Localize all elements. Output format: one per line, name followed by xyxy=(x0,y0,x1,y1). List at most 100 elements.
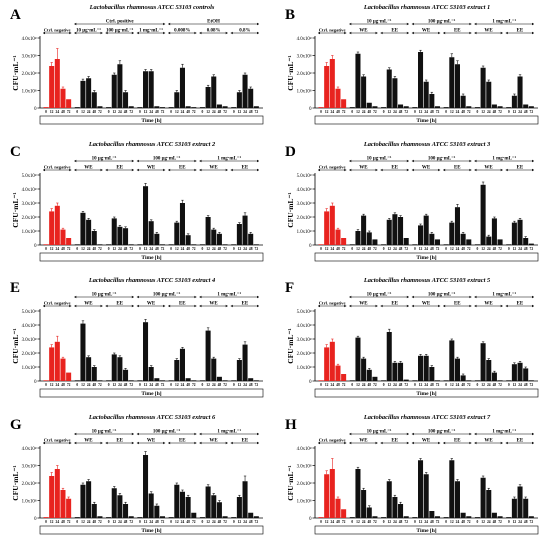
bracket-arrow-right xyxy=(469,31,472,35)
bracket-arrow-right xyxy=(257,22,259,26)
group-label: EE xyxy=(517,301,524,306)
bar xyxy=(418,355,424,381)
bar xyxy=(54,469,60,518)
time-tick-label: 48 xyxy=(367,520,371,524)
bar xyxy=(205,330,211,381)
time-tick-label: 0 xyxy=(76,110,78,114)
time-tick-label: 48 xyxy=(399,247,403,251)
time-tick-label: 0 xyxy=(139,110,141,114)
time-tick-label: 12 xyxy=(419,520,423,524)
time-tick-label: 48 xyxy=(124,110,128,114)
time-tick-label: 48 xyxy=(124,520,128,524)
group-label: WE xyxy=(484,28,493,33)
bracket-arrow-left xyxy=(474,295,477,299)
bar xyxy=(43,517,49,518)
time-tick-label: 0 xyxy=(320,383,322,387)
bar xyxy=(429,233,435,245)
time-tick-label: 72 xyxy=(192,520,196,524)
bracket-arrow-left xyxy=(43,168,45,172)
group-label: WE xyxy=(84,301,93,306)
group-label: EE xyxy=(242,165,249,170)
bar xyxy=(366,102,372,108)
time-tick-label: 48 xyxy=(249,383,253,387)
time-tick-label: 48 xyxy=(524,110,528,114)
bar xyxy=(434,516,441,518)
bar xyxy=(443,380,449,381)
bar xyxy=(80,484,86,518)
time-tick-label: 0 xyxy=(139,520,141,524)
time-tick-label: 12 xyxy=(175,383,179,387)
time-tick-label: 72 xyxy=(98,110,102,114)
bracket-arrow-right xyxy=(163,168,166,172)
bracket-arrow-left xyxy=(168,304,171,308)
bracket-arrow-right xyxy=(131,31,134,35)
bracket-arrow-left xyxy=(411,22,414,26)
bar xyxy=(43,380,49,381)
bar xyxy=(372,516,378,518)
bar xyxy=(148,221,154,245)
time-tick-label: 48 xyxy=(249,110,253,114)
bar xyxy=(248,378,254,381)
bar xyxy=(361,76,367,108)
bar xyxy=(381,107,387,108)
bracket-arrow-right xyxy=(438,304,441,308)
y-tick-label: 3.0x10⁸ xyxy=(297,337,312,343)
panel-title: Lactobacillus rhamnosus ATCC 53103 contr… xyxy=(89,4,215,11)
time-tick-label: 72 xyxy=(98,247,102,251)
bracket-arrow-left xyxy=(411,295,414,299)
panel-title: Lactobacillus rhamnosus ATCC 53103 extra… xyxy=(363,141,491,148)
bar xyxy=(60,88,66,108)
bracket-arrow-right xyxy=(257,31,259,35)
time-tick-label: 48 xyxy=(92,110,96,114)
bracket-arrow-right xyxy=(406,22,409,26)
time-tick-label: 24 xyxy=(181,520,185,524)
bar xyxy=(60,358,66,381)
bar xyxy=(231,244,237,245)
bar xyxy=(148,71,154,108)
time-tick-label: 12 xyxy=(419,110,423,114)
time-tick-label: 24 xyxy=(181,247,185,251)
time-tick-label: 24 xyxy=(487,110,491,114)
bracket-arrow-right xyxy=(469,441,472,445)
y-tick-label: 2.0x10⁸ xyxy=(297,481,312,487)
bracket-arrow-right xyxy=(375,304,378,308)
time-tick-label: 24 xyxy=(87,247,91,251)
panel-title: Lactobacillus rhamnosus ATCC 53103 extra… xyxy=(88,141,216,148)
bracket-arrow-right xyxy=(469,304,472,308)
group-label: WE xyxy=(359,301,368,306)
group-label: Ctrl. negative xyxy=(319,164,346,169)
bracket-arrow-right xyxy=(406,168,409,172)
bar xyxy=(392,362,398,381)
y-tick-label: 2.0x10⁸ xyxy=(297,71,312,77)
time-tick-label: 48 xyxy=(430,520,434,524)
time-tick-label: 24 xyxy=(487,383,491,387)
time-tick-label: 0 xyxy=(233,110,235,114)
y-tick-label: 4.0x10⁸ xyxy=(297,446,312,452)
time-tick-label: 12 xyxy=(112,247,116,251)
time-tick-label: 24 xyxy=(331,383,335,387)
bracket-arrow-left xyxy=(43,441,45,445)
group-label: WE xyxy=(147,438,156,443)
bar xyxy=(117,64,123,108)
bar xyxy=(341,238,347,245)
time-tick-label: 72 xyxy=(498,520,502,524)
y-tick-label: 0 xyxy=(34,517,37,522)
bar xyxy=(335,498,341,518)
bar xyxy=(242,344,248,381)
time-tick-label: 72 xyxy=(342,520,346,524)
time-tick-label: 24 xyxy=(518,247,522,251)
panel-a: A Lactobacillus rhamnosus ATCC 53103 cont… xyxy=(10,4,264,125)
time-tick-label: 12 xyxy=(387,520,391,524)
time-tick-label: 24 xyxy=(362,110,366,114)
time-tick-label: 48 xyxy=(61,247,65,251)
time-tick-label: 72 xyxy=(223,520,227,524)
y-axis-label: CFU·mL⁻¹ xyxy=(286,465,295,500)
time-tick-label: 12 xyxy=(356,520,360,524)
bar xyxy=(335,88,341,108)
bracket-arrow-left xyxy=(74,168,77,172)
bar xyxy=(466,380,472,381)
bracket-arrow-left xyxy=(505,31,508,35)
y-tick-label: 0 xyxy=(309,244,312,249)
bar xyxy=(398,104,404,108)
time-tick-label: 0 xyxy=(477,247,479,251)
